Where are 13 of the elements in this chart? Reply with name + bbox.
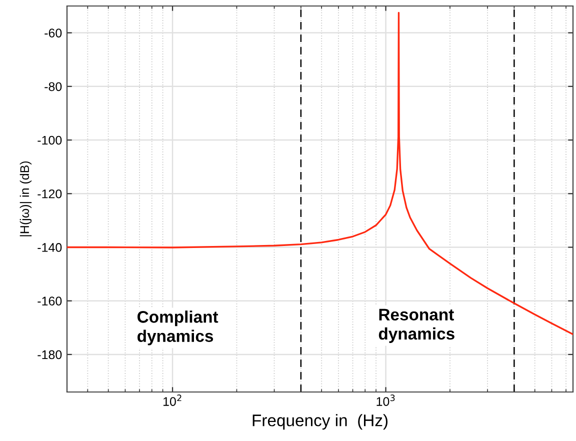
y-tick-label: -100 [38,136,62,145]
annotation: Resonant dynamics [378,308,454,343]
y-tick-label: -180 [38,350,62,360]
x-axis-title: Frequency in (Hz) [252,414,388,430]
y-tick-label: -140 [38,243,62,252]
x-tick-label: 10$^{3}$ [376,394,395,406]
y-axis-title: |H(jω)| in (dB) [20,161,32,236]
y-tick-label: -60 [44,28,62,38]
x-tick-label: 10$^{2}$ [163,394,182,406]
y-tick-label: -120 [38,189,62,198]
y-tick-label: -80 [44,82,62,92]
y-tick-label: -160 [38,296,62,306]
annotation: Compliant dynamics [138,310,218,346]
